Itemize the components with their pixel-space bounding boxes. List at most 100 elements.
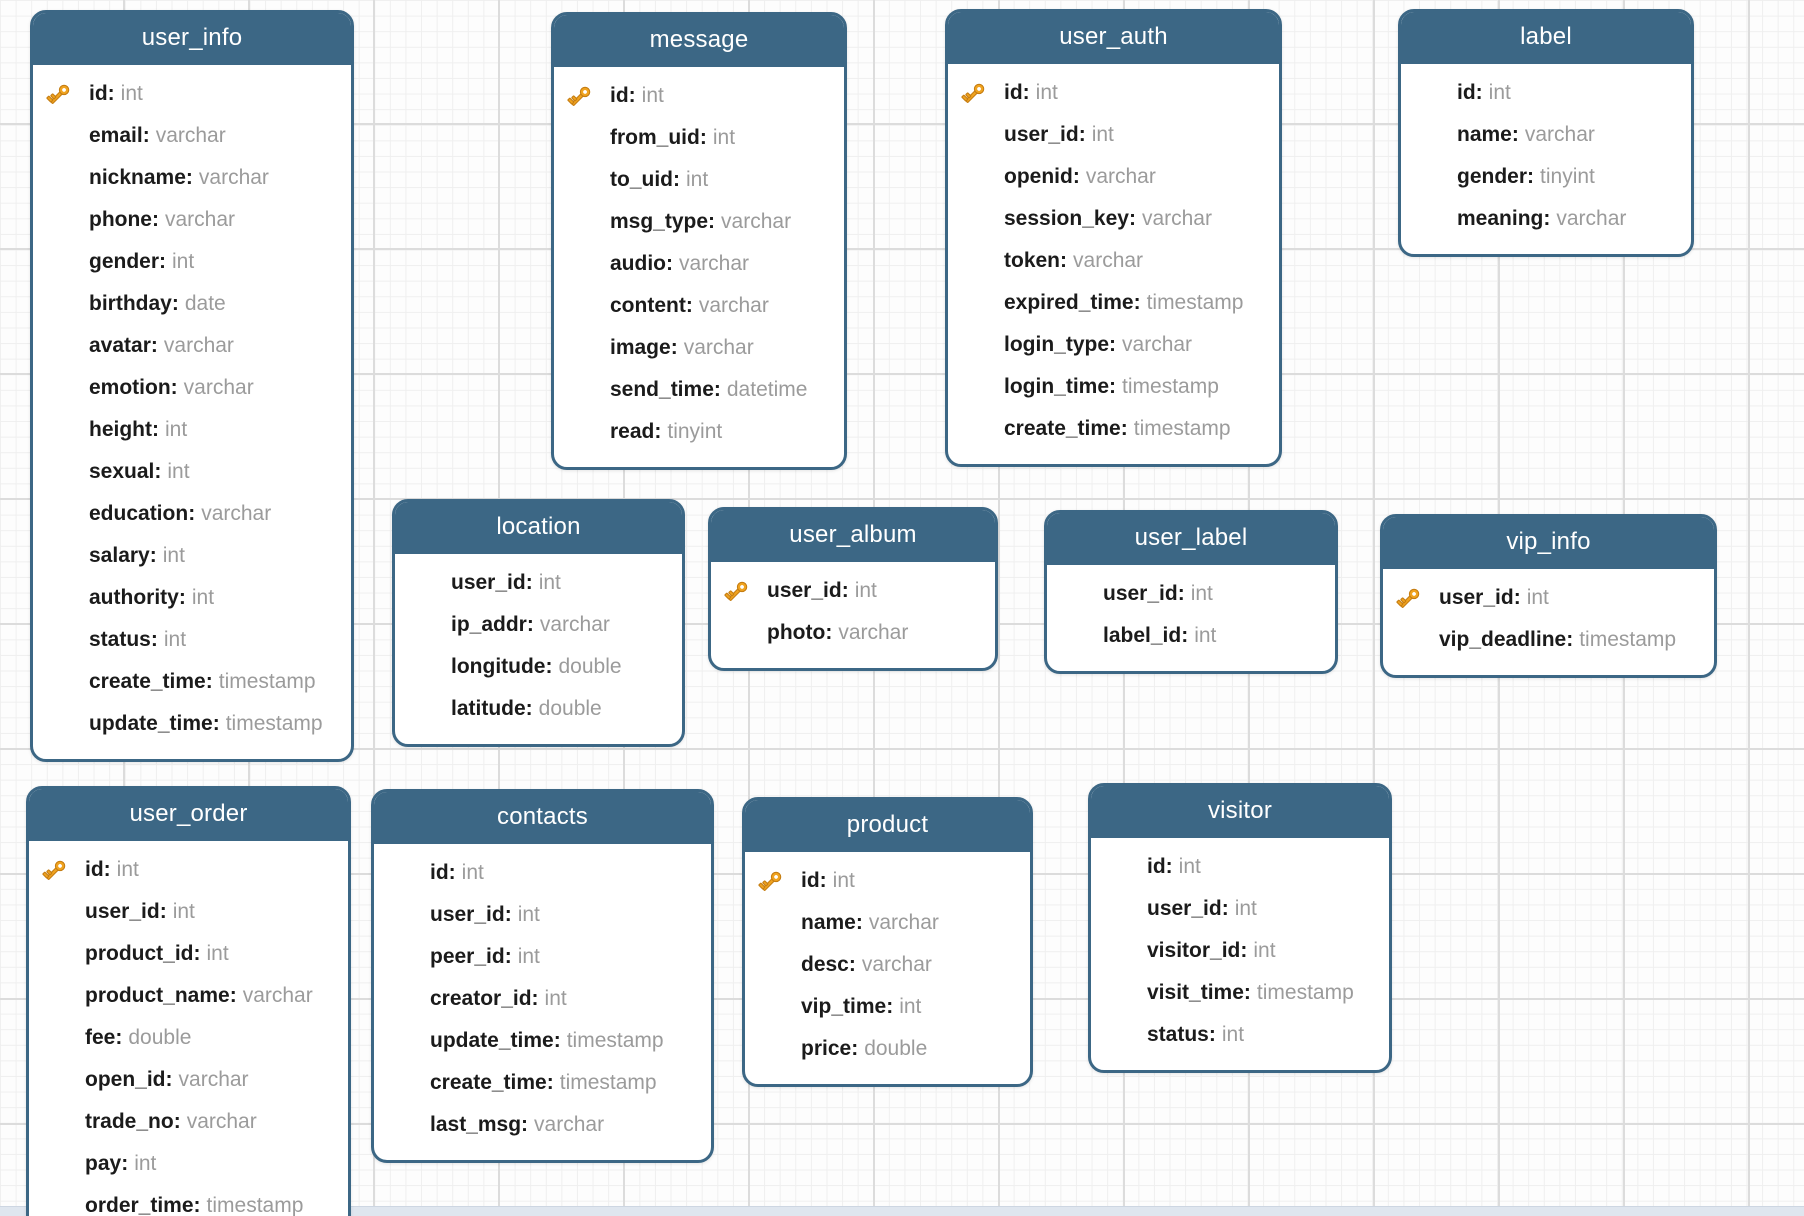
field-row-image[interactable]: imagevarchar <box>554 327 844 369</box>
horizontal-scrollbar-track[interactable] <box>0 1206 1804 1216</box>
field-row-openid[interactable]: openidvarchar <box>948 156 1279 198</box>
table-title-user_auth[interactable]: user_auth <box>948 12 1279 64</box>
field-row-login_time[interactable]: login_time timestamp <box>948 366 1279 408</box>
field-row-email[interactable]: emailvarchar <box>33 115 351 157</box>
field-row-user_id[interactable]: user_idint <box>1091 888 1389 930</box>
table-message[interactable]: message idintfrom_uidintto_uidintmsg_type… <box>551 12 847 470</box>
field-row-pay[interactable]: payint <box>29 1143 348 1185</box>
field-row-visit_time[interactable]: visit_timetimestamp <box>1091 972 1389 1014</box>
field-row-id[interactable]: idint <box>1401 72 1691 114</box>
field-row-education[interactable]: education varchar <box>33 493 351 535</box>
field-row-price[interactable]: price double <box>745 1028 1030 1070</box>
field-row-name[interactable]: namevarchar <box>1401 114 1691 156</box>
table-title-user_order[interactable]: user_order <box>29 789 348 841</box>
field-row-user_id[interactable]: user_idint <box>1383 577 1714 619</box>
table-user_auth[interactable]: user_authidintuser_idintopenidvarcharses… <box>945 9 1282 467</box>
table-user_order[interactable]: user_orderidintuser_idintproduct_idintpr… <box>26 786 351 1216</box>
table-visitor[interactable]: visitor idintuser_idintvisitor_idintvisit… <box>1088 783 1392 1073</box>
field-row-open_id[interactable]: open_idvarchar <box>29 1059 348 1101</box>
field-row-authority[interactable]: authorityint <box>33 577 351 619</box>
field-row-desc[interactable]: descvarchar <box>745 944 1030 986</box>
table-title-user_label[interactable]: user_label <box>1047 513 1335 565</box>
field-row-label_id[interactable]: label_id int <box>1047 615 1335 657</box>
field-row-id[interactable]: idint <box>1091 846 1389 888</box>
field-row-emotion[interactable]: emotionvarchar <box>33 367 351 409</box>
table-location[interactable]: location user_idintip_addrvarcharlongitud… <box>392 499 685 747</box>
field-row-height[interactable]: height int <box>33 409 351 451</box>
field-row-send_time[interactable]: send_timedatetime <box>554 369 844 411</box>
field-row-salary[interactable]: salaryint <box>33 535 351 577</box>
table-title-product[interactable]: product <box>745 800 1030 852</box>
table-user_info[interactable]: user_infoidintemailvarcharnicknamevarcha… <box>30 10 354 762</box>
field-row-trade_no[interactable]: trade_novarchar <box>29 1101 348 1143</box>
field-row-user_id[interactable]: user_idint <box>29 891 348 933</box>
field-row-user_id[interactable]: user_idint <box>395 562 682 604</box>
table-title-label[interactable]: label <box>1401 12 1691 64</box>
field-row-latitude[interactable]: latitudedouble <box>395 688 682 730</box>
field-row-fee[interactable]: fee double <box>29 1017 348 1059</box>
field-row-product_name[interactable]: product_namevarchar <box>29 975 348 1017</box>
field-row-status[interactable]: statusint <box>33 619 351 661</box>
field-row-msg_type[interactable]: msg_type varchar <box>554 201 844 243</box>
field-row-longitude[interactable]: longitude double <box>395 646 682 688</box>
field-row-order_time[interactable]: order_timetimestamp <box>29 1185 348 1216</box>
field-row-id[interactable]: idint <box>948 72 1279 114</box>
field-row-id[interactable]: idint <box>554 75 844 117</box>
field-row-peer_id[interactable]: peer_idint <box>374 936 711 978</box>
field-row-id[interactable]: idint <box>745 860 1030 902</box>
table-title-visitor[interactable]: visitor <box>1091 786 1389 838</box>
field-row-to_uid[interactable]: to_uid int <box>554 159 844 201</box>
table-label[interactable]: label idintnamevarchargendertinyintmeanin… <box>1398 9 1694 257</box>
field-row-session_key[interactable]: session_keyvarchar <box>948 198 1279 240</box>
table-title-contacts[interactable]: contacts <box>374 792 711 844</box>
field-row-vip_time[interactable]: vip_time int <box>745 986 1030 1028</box>
table-title-message[interactable]: message <box>554 15 844 67</box>
field-row-audio[interactable]: audio varchar <box>554 243 844 285</box>
field-row-login_type[interactable]: login_type varchar <box>948 324 1279 366</box>
table-user_label[interactable]: user_label user_idintlabel_idint <box>1044 510 1338 674</box>
field-row-update_time[interactable]: update_timetimestamp <box>33 703 351 745</box>
field-row-meaning[interactable]: meaning varchar <box>1401 198 1691 240</box>
field-row-create_time[interactable]: create_timetimestamp <box>33 661 351 703</box>
table-title-user_album[interactable]: user_album <box>711 510 995 562</box>
field-row-user_id[interactable]: user_idint <box>711 570 995 612</box>
field-row-vip_deadline[interactable]: vip_deadline timestamp <box>1383 619 1714 661</box>
table-vip_info[interactable]: vip_info user_idint vip_deadline timestamp <box>1380 514 1717 678</box>
table-contacts[interactable]: contacts idintuser_idintpeer_idintcreator… <box>371 789 714 1163</box>
field-row-expired_time[interactable]: expired_timetimestamp <box>948 282 1279 324</box>
field-row-ip_addr[interactable]: ip_addrvarchar <box>395 604 682 646</box>
field-row-avatar[interactable]: avatarvarchar <box>33 325 351 367</box>
field-row-from_uid[interactable]: from_uidint <box>554 117 844 159</box>
field-row-photo[interactable]: photo varchar <box>711 612 995 654</box>
table-title-user_info[interactable]: user_info <box>33 13 351 65</box>
field-row-last_msg[interactable]: last_msg varchar <box>374 1104 711 1146</box>
field-row-birthday[interactable]: birthdaydate <box>33 283 351 325</box>
field-row-content[interactable]: contentvarchar <box>554 285 844 327</box>
field-row-id[interactable]: idint <box>33 73 351 115</box>
field-row-status[interactable]: statusint <box>1091 1014 1389 1056</box>
field-row-create_time[interactable]: create_timetimestamp <box>374 1062 711 1104</box>
table-title-vip_info[interactable]: vip_info <box>1383 517 1714 569</box>
field-row-id[interactable]: idint <box>374 852 711 894</box>
field-row-creator_id[interactable]: creator_idint <box>374 978 711 1020</box>
field-row-phone[interactable]: phone varchar <box>33 199 351 241</box>
field-row-gender[interactable]: gender tinyint <box>1401 156 1691 198</box>
field-row-nickname[interactable]: nicknamevarchar <box>33 157 351 199</box>
field-row-token[interactable]: token varchar <box>948 240 1279 282</box>
table-product[interactable]: product idintnamevarchardescvarcharvip_ti… <box>742 797 1033 1087</box>
field-row-read[interactable]: read tinyint <box>554 411 844 453</box>
field-row-gender[interactable]: gender int <box>33 241 351 283</box>
field-row-name[interactable]: namevarchar <box>745 902 1030 944</box>
field-row-product_id[interactable]: product_idint <box>29 933 348 975</box>
field-row-user_id[interactable]: user_idint <box>948 114 1279 156</box>
field-row-user_id[interactable]: user_idint <box>374 894 711 936</box>
field-row-update_time[interactable]: update_timetimestamp <box>374 1020 711 1062</box>
field-row-create_time[interactable]: create_timetimestamp <box>948 408 1279 450</box>
table-title-location[interactable]: location <box>395 502 682 554</box>
field-row-user_id[interactable]: user_idint <box>1047 573 1335 615</box>
field-row-visitor_id[interactable]: visitor_id int <box>1091 930 1389 972</box>
field-row-sexual[interactable]: sexual int <box>33 451 351 493</box>
field-row-id[interactable]: idint <box>29 849 348 891</box>
table-user_album[interactable]: user_album user_idintphotovarchar <box>708 507 998 671</box>
